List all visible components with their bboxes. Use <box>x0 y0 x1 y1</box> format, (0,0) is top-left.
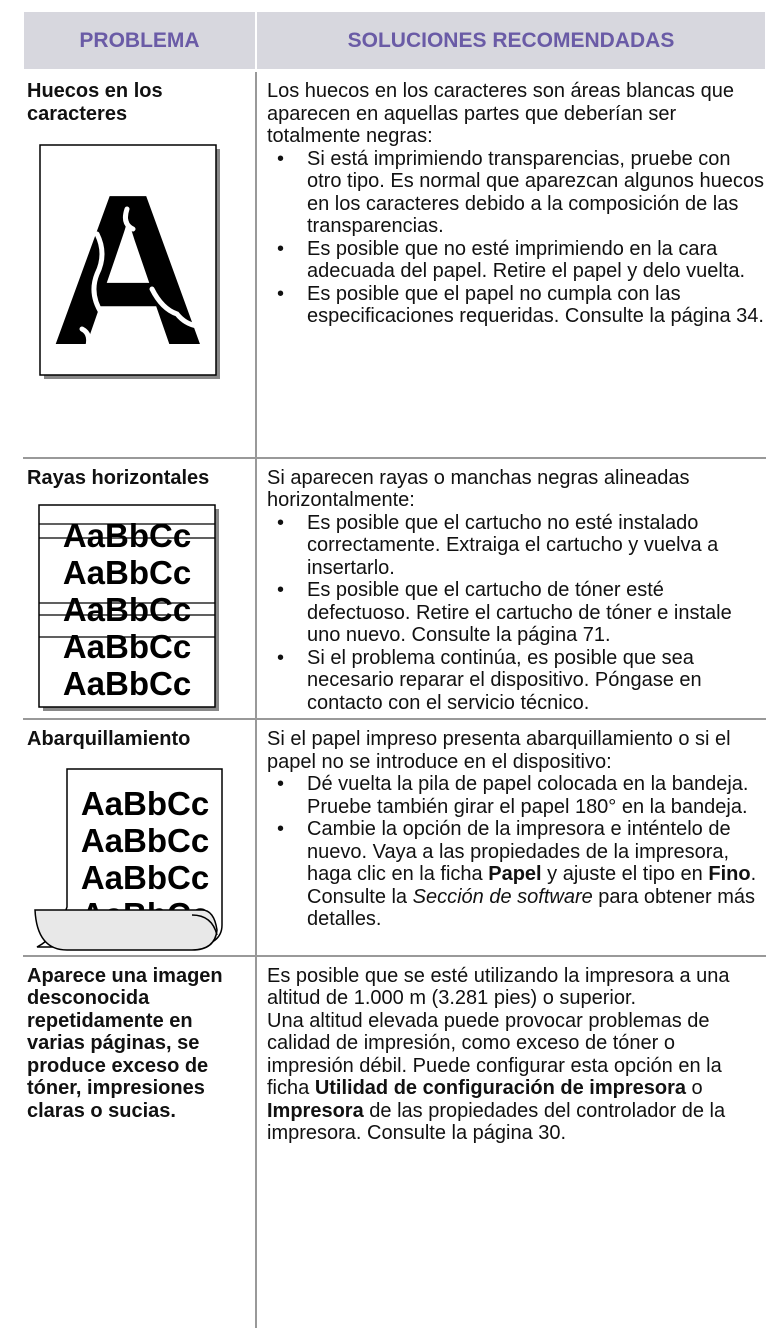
illustration-text: AaBbCc <box>81 859 209 896</box>
table-row: Aparece una imagen desconocida repetidam… <box>23 954 766 1328</box>
toner-gap <box>149 286 200 329</box>
text-run: Dé vuelta la pila de papel colocada en l… <box>307 773 749 818</box>
problem-title: Aparece una imagen desconocida repetidam… <box>27 964 223 1122</box>
solution-bullet: Es posible que no esté imprimiendo en la… <box>277 237 764 283</box>
text-run: Es posible que no esté imprimiendo en la… <box>307 237 746 283</box>
solution-list: Si está imprimiendo transparencias, prue… <box>267 148 764 328</box>
table-row: Huecos en los caracteres A Los huecos en l… <box>23 69 766 458</box>
solution-text: Si el papel impreso presenta abarquillam… <box>267 728 764 773</box>
header-row: PROBLEMA SOLUCIONES RECOMENDADAS <box>22 10 767 72</box>
solution-list: Es posible que el cartucho no esté insta… <box>267 512 764 715</box>
page <box>39 144 217 376</box>
solution-cell: Es posible que se esté utilizando la imp… <box>256 954 766 1328</box>
table-body: Huecos en los caracteres A Los huecos en l… <box>23 69 766 1328</box>
illustration-text: AaBbCc <box>63 665 191 702</box>
solution-cell: Los huecos en los caracteres son áreas b… <box>256 69 766 458</box>
text-run: o <box>685 1077 703 1099</box>
italic-text: Sección de software <box>412 885 593 908</box>
curl-fold <box>191 913 218 935</box>
illustration-letter: A <box>50 149 205 389</box>
bold-text: Impresora <box>267 1099 364 1122</box>
text-run: Si el problema continúa, es posible que … <box>307 646 702 714</box>
text-run: para obtener más detalles. <box>307 885 756 931</box>
header-problem: PROBLEMA <box>22 10 257 72</box>
bold-text: Utilidad de configuración de impresora <box>314 1077 686 1099</box>
text-run: Es posible que el cartucho no esté insta… <box>307 511 719 579</box>
illustration-text: AaBbCc <box>63 628 191 665</box>
table-row: AbarquillamientoAaBbCcAaBbCcAaBbCcAaBbCc… <box>23 718 766 956</box>
solution-bullet: Si está imprimiendo transparencias, prue… <box>277 147 764 238</box>
problem-title: Abarquillamiento <box>27 728 191 750</box>
text-run: Si está imprimiendo transparencias, prue… <box>307 147 764 238</box>
text-run: Si aparecen rayas o manchas negras aline… <box>267 466 690 512</box>
text-run: Es posible que el cartucho de tóner esté… <box>307 579 732 646</box>
bold-text: Fino <box>708 863 751 885</box>
toner-gap <box>79 326 92 352</box>
solution-text: Es posible que se esté utilizando la imp… <box>267 965 764 1010</box>
solution-bullet: Es posible que el cartucho no esté insta… <box>277 511 764 580</box>
text-run: Cambie la opción de la impresora e intén… <box>307 818 731 885</box>
solution-text: Si aparecen rayas o manchas negras aline… <box>267 467 764 512</box>
toner-gap <box>91 231 105 317</box>
illustration-text: AaBbCc <box>63 554 191 591</box>
solution-bullet: Dé vuelta la pila de papel colocada en l… <box>277 773 764 818</box>
solution-list: Dé vuelta la pila de papel colocada en l… <box>267 773 764 931</box>
text-run: Una altitud elevada puede provocar probl… <box>267 1009 722 1100</box>
curled-edge <box>34 908 218 951</box>
illustration-text: AaBbCc <box>63 591 191 628</box>
table-row: Rayas horizontales AaBbCc AaBbCc AaBbCc AaBb… <box>23 456 766 719</box>
solution-bullet: Cambie la opción de la impresora e intén… <box>277 818 764 931</box>
solution-cell: Si aparecen rayas o manchas negras aline… <box>256 456 766 719</box>
troubleshooting-table: PROBLEMA SOLUCIONES RECOMENDADAS Huecos … <box>22 10 767 1328</box>
problem-cell: Aparece una imagen desconocida repetidam… <box>23 954 257 1328</box>
text-run: de las propiedades del controlador de la… <box>267 1099 726 1145</box>
text-run: . Consulte la <box>307 863 757 908</box>
problem-cell: Rayas horizontales AaBbCc AaBbCc AaBbCc AaBb… <box>23 456 257 719</box>
illustration-text: AaBbCc <box>63 517 191 554</box>
solution-bullet: Es posible que el cartucho de tóner esté… <box>277 579 764 647</box>
bold-text: Papel <box>488 863 542 885</box>
solution-bullet: Es posible que el papel no cumpla con la… <box>277 282 764 328</box>
page: PROBLEMA SOLUCIONES RECOMENDADAS Huecos … <box>0 0 773 1299</box>
toner-gap <box>123 206 136 232</box>
problem-title: Rayas horizontales <box>27 466 210 489</box>
text-run: Es posible que se esté utilizando la imp… <box>267 964 730 1010</box>
text-run: Es posible que el papel no cumpla con la… <box>307 282 764 328</box>
text-run: y ajuste el tipo en <box>541 863 709 885</box>
solution-bullet: Si el problema continúa, es posible que … <box>277 646 764 715</box>
problem-cell: Huecos en los caracteres A <box>23 69 257 458</box>
illustration: A <box>39 144 220 389</box>
illustration-text: AaBbCc <box>81 785 209 822</box>
solution-text: Una altitud elevada puede provocar probl… <box>267 1010 764 1145</box>
illustration-text: AaBbCc <box>81 822 209 859</box>
page <box>38 504 216 708</box>
text-run: Los huecos en los caracteres son áreas b… <box>267 80 734 147</box>
solution-cell: Si el papel impreso presenta abarquillam… <box>256 718 766 956</box>
solution-text: Los huecos en los caracteres son áreas b… <box>267 80 764 148</box>
header-solutions: SOLUCIONES RECOMENDADAS <box>255 10 767 72</box>
problem-title: Huecos en los caracteres <box>27 80 163 125</box>
text-run: Si el papel impreso presenta abarquillam… <box>267 728 731 773</box>
